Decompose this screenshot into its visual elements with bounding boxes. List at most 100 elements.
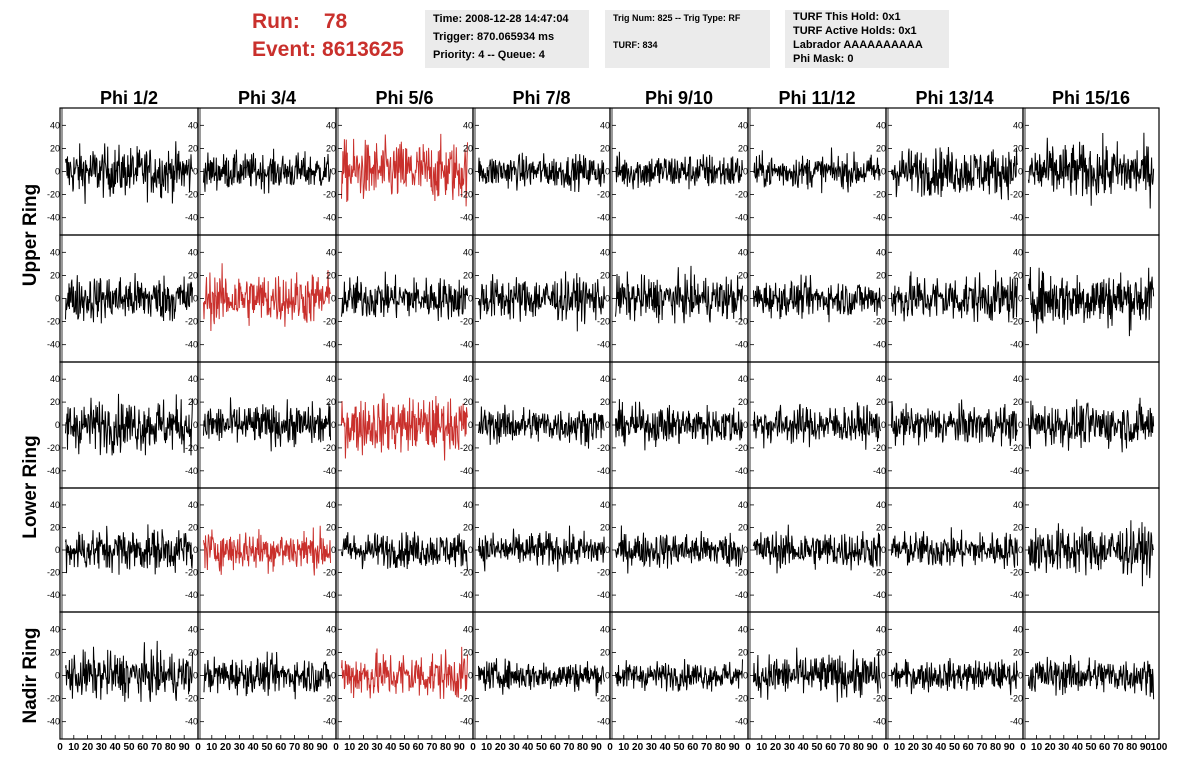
x-tick-label: 0 [195, 742, 201, 753]
y-tick-label: 20 [738, 143, 748, 153]
x-tick-label: 10 [344, 742, 356, 753]
x-tick-label: 90 [867, 742, 879, 753]
x-tick-label: 40 [385, 742, 397, 753]
x-tick-label: 40 [1072, 742, 1084, 753]
y-tick-label: 20 [188, 397, 198, 407]
y-tick-label: 0 [193, 545, 198, 555]
y-tick-label: 40 [188, 247, 198, 257]
x-tick-label: 40 [935, 742, 947, 753]
y-tick-label: 0 [331, 671, 336, 681]
x-tick-label: 50 [123, 742, 135, 753]
y-tick-label: 20 [1013, 647, 1023, 657]
run-label: Run: [252, 10, 300, 33]
waveform-trace [1027, 520, 1155, 587]
x-tick-label: 20 [220, 742, 232, 753]
y-tick-label: 0 [881, 294, 886, 304]
y-tick-label: 0 [468, 167, 473, 177]
y-tick-label: 40 [876, 624, 886, 634]
y-tick-label: 0 [605, 545, 610, 555]
y-tick-label: -20 [460, 190, 473, 200]
waveform-trace [615, 265, 743, 324]
y-tick-label: -40 [47, 717, 60, 727]
x-tick-label: 50 [536, 742, 548, 753]
x-tick-label: 60 [963, 742, 975, 753]
run-line: Run: 78 [252, 10, 347, 34]
y-tick-label: 0 [55, 545, 60, 555]
y-tick-label: -20 [873, 317, 886, 327]
trig-info-box: Trig Num: 825 -- Trig Type: RF TURF: 834 [605, 10, 770, 68]
x-tick-label: 40 [798, 742, 810, 753]
phi-mask-text: Phi Mask: 0 [793, 53, 854, 65]
y-tick-label: -20 [735, 317, 748, 327]
y-tick-label: 20 [600, 647, 610, 657]
y-tick-label: -40 [185, 590, 198, 600]
y-tick-label: 0 [331, 420, 336, 430]
y-tick-label: -20 [873, 568, 886, 578]
y-tick-label: 20 [326, 647, 336, 657]
y-tick-label: 40 [600, 500, 610, 510]
waveform-trace [203, 525, 331, 576]
waveform-trace [1027, 266, 1155, 337]
y-tick-label: -20 [323, 190, 336, 200]
y-tick-label: 20 [600, 270, 610, 280]
waveform-trace [753, 647, 881, 703]
y-tick-label: 40 [1013, 120, 1023, 130]
waveform-trace [65, 141, 193, 204]
x-tick-label: 40 [522, 742, 534, 753]
labrador-text: Labrador AAAAAAAAAA [793, 39, 923, 51]
waveform-trace [478, 525, 605, 572]
x-tick-label: 0 [57, 742, 63, 753]
y-tick-label: 20 [876, 397, 886, 407]
x-tick-label: 60 [825, 742, 837, 753]
x-tick-label: 0 [883, 742, 889, 753]
x-tick-label: 80 [303, 742, 315, 753]
y-tick-label: 40 [188, 500, 198, 510]
x-tick-label: 30 [784, 742, 796, 753]
y-tick-label: -20 [597, 694, 610, 704]
y-tick-label: -40 [460, 590, 473, 600]
y-tick-label: 20 [876, 647, 886, 657]
waveform-trace [341, 646, 468, 699]
y-tick-label: 0 [331, 167, 336, 177]
run-value: 78 [323, 10, 348, 33]
turf-text: TURF: 834 [613, 40, 658, 50]
y-tick-label: -40 [47, 340, 60, 350]
x-tick-label: 20 [632, 742, 644, 753]
y-tick-label: -40 [597, 717, 610, 727]
waveform-trace [341, 393, 468, 461]
y-tick-label: -20 [735, 568, 748, 578]
y-tick-label: 40 [876, 500, 886, 510]
x-tick-label: 50 [811, 742, 823, 753]
y-tick-label: -20 [735, 443, 748, 453]
x-tick-label: 80 [165, 742, 177, 753]
y-tick-label: 20 [188, 270, 198, 280]
y-tick-label: 0 [1018, 167, 1023, 177]
y-tick-label: 0 [743, 167, 748, 177]
waveform-trace [203, 148, 331, 194]
x-tick-label: 70 [701, 742, 713, 753]
y-tick-label: 20 [463, 270, 473, 280]
y-tick-label: 0 [881, 420, 886, 430]
y-tick-label: -40 [1010, 340, 1023, 350]
y-tick-label: -40 [185, 340, 198, 350]
x-tick-label: 60 [1099, 742, 1111, 753]
column-title: Phi 9/10 [645, 88, 713, 108]
x-tick-label: 60 [413, 742, 425, 753]
x-tick-label: 90 [729, 742, 741, 753]
y-tick-label: 0 [1018, 420, 1023, 430]
y-tick-label: -40 [597, 590, 610, 600]
y-tick-label: 0 [468, 545, 473, 555]
x-tick-label: 30 [922, 742, 934, 753]
y-tick-label: 20 [876, 143, 886, 153]
y-tick-label: -40 [323, 213, 336, 223]
y-tick-label: -20 [597, 190, 610, 200]
x-tick-label: 0 [1020, 742, 1026, 753]
x-tick-label: 90 [454, 742, 466, 753]
y-tick-label: -40 [460, 717, 473, 727]
waveform-trace [1027, 655, 1155, 700]
y-tick-label: 40 [50, 120, 60, 130]
y-tick-label: 20 [738, 397, 748, 407]
waveform-trace [891, 146, 1018, 201]
y-tick-label: 20 [600, 397, 610, 407]
x-tick-label: 80 [1126, 742, 1138, 753]
